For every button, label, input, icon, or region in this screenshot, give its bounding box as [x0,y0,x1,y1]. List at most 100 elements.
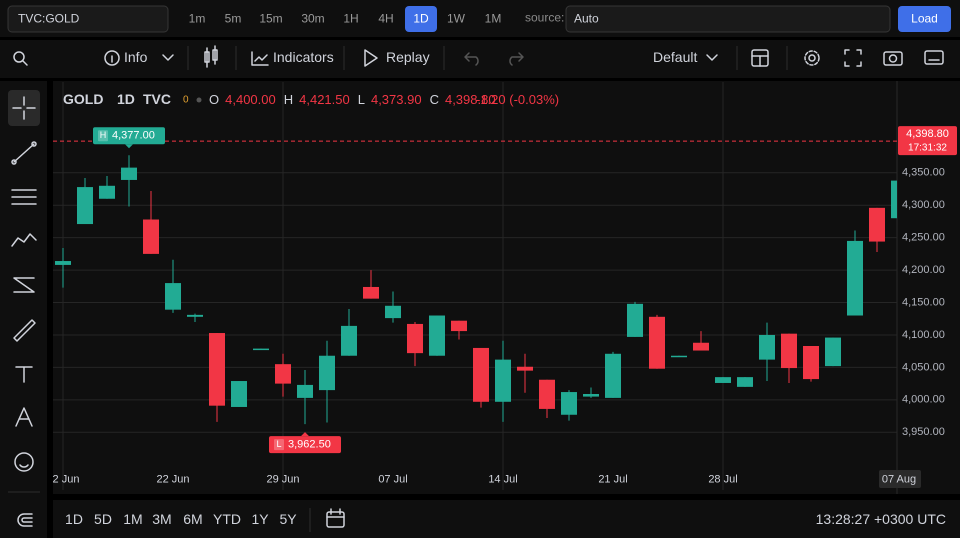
search-icon[interactable] [13,51,28,66]
legend: GOLD 1D TVC 0 -1.20 (-0.03%) O 4,400.00 H 4… [63,91,559,107]
candle-body [715,377,731,383]
legend-exchange: TVC [143,91,171,107]
replay-icon[interactable] [364,49,378,67]
y-tick-label: 4,100.00 [902,329,945,341]
marker-key-bg [274,439,284,451]
range-button[interactable]: 1D [65,511,83,527]
drawing-toolbar [0,81,47,538]
range-button[interactable]: YTD [213,511,241,527]
toolbar [0,40,960,78]
candle-body [165,283,181,310]
separators [187,46,788,70]
load-text: Load [911,12,938,26]
goto-date-icon[interactable] [326,508,345,528]
active-tool-bg [8,90,40,126]
candle-body [649,316,665,369]
source-input[interactable] [565,5,891,33]
range-button[interactable]: 5Y [279,511,297,527]
chevron[interactable] [162,54,174,61]
candle-body [583,394,599,397]
tool-icons[interactable] [11,96,37,527]
marker-box [269,436,341,454]
legend-key: H [284,92,293,107]
indicators-icon[interactable] [251,51,269,66]
candle-body [99,185,115,199]
candle-body [781,333,797,369]
legend-value: 4,373.90 [371,92,422,107]
interval-button[interactable]: 1W [447,12,466,26]
undo-icon[interactable] [464,52,479,66]
interval-button[interactable]: 1M [485,12,502,26]
candle-body [737,377,753,387]
settings-icon[interactable] [804,50,820,66]
symbol-text: TVC:GOLD [18,12,80,26]
legend-symbol: GOLD [63,91,103,107]
legend-interval: 1D [117,91,135,107]
last-price-label: 4,398.80 [906,128,949,140]
interval-button[interactable]: 4H [378,12,393,26]
marker-arrow [125,144,133,149]
redo-icon[interactable] [509,52,524,66]
y-tick-label: 4,250.00 [902,232,945,244]
candle-body [77,187,93,225]
info-text[interactable]: Info [124,49,148,65]
indicators-text[interactable]: Indicators [273,49,334,65]
candle-body [517,366,533,371]
layout-text[interactable]: Default [653,49,697,65]
candle-body [143,219,159,254]
chevron[interactable] [706,54,718,61]
fullscreen-icon[interactable] [844,49,862,67]
chart-pane [53,81,960,494]
symbol-input[interactable] [7,5,169,33]
low-marker: L 3,962.50 [269,432,341,454]
marker-key: L [276,439,281,449]
y-tick-label: 3,950.00 [902,426,945,438]
status-dot [196,97,202,103]
range-button[interactable]: 1M [123,511,142,527]
candle-body [539,379,555,409]
candle-body [627,303,643,337]
screenshot-icon[interactable] [883,51,903,66]
x-tick-label: 07 Aug [882,473,916,485]
interval-button[interactable]: 1H [343,12,358,26]
source-text: Auto [574,12,599,26]
info-icon[interactable] [104,50,120,66]
load-button[interactable] [898,6,951,32]
candle-body [825,337,841,367]
interval-active-bg[interactable] [405,6,437,32]
interval-button[interactable]: 1D [413,12,429,26]
marker-key-bg [98,130,108,142]
y-tick-label: 4,300.00 [902,199,945,211]
x-tick-label: 21 Jul [598,473,627,485]
marker-label: 3,962.50 [288,439,331,451]
interval-button[interactable]: 30m [301,12,324,26]
candle-body [55,261,71,265]
legend-key: C [430,92,439,107]
candle-body [429,315,445,356]
legend-value: 4,398.80 [445,92,496,107]
interval-button[interactable]: 15m [259,12,282,26]
candle-body [341,325,357,356]
keyboard-icon[interactable] [924,50,944,65]
range-button[interactable]: 5D [94,511,112,527]
interval-button[interactable]: 5m [225,12,242,26]
chart-type-icon[interactable] [204,45,218,68]
candle-body [561,392,577,415]
candle-body [759,334,775,360]
candle-body [385,305,401,319]
last-price-countdown: 17:31:32 [908,142,947,153]
interval-button[interactable]: 1m [189,12,206,26]
x-tick-label: 28 Jul [708,473,737,485]
range-button[interactable]: 1Y [251,511,269,527]
layout-icon[interactable] [751,49,769,67]
legend-key: L [358,92,365,107]
range-button[interactable]: 6M [183,511,202,527]
y-tick-label: 4,150.00 [902,296,945,308]
marker-arrow [301,432,309,437]
candle-body [121,167,137,180]
candle-body [869,207,885,242]
candle-body [473,347,489,402]
range-button[interactable]: 3M [152,511,171,527]
replay-text[interactable]: Replay [386,49,430,65]
